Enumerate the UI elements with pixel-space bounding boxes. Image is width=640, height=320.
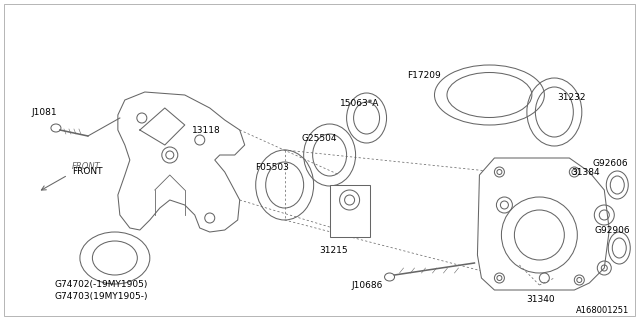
Text: G92906: G92906	[595, 226, 630, 235]
Text: F17209: F17209	[408, 70, 441, 79]
Text: G74703(19MY1905-): G74703(19MY1905-)	[55, 292, 148, 300]
Text: F05503: F05503	[255, 163, 289, 172]
Text: 13118: 13118	[192, 125, 221, 134]
Bar	[330, 185, 369, 237]
Text: G25504: G25504	[301, 133, 337, 142]
Text: A168001251: A168001251	[576, 306, 629, 315]
Text: FRONT: FRONT	[72, 162, 100, 171]
Text: G74702(-19MY1905): G74702(-19MY1905)	[55, 279, 148, 289]
Text: 31215: 31215	[319, 245, 348, 254]
Polygon shape	[118, 92, 244, 232]
FancyBboxPatch shape	[4, 4, 636, 316]
Text: FRONT: FRONT	[72, 166, 102, 175]
Text: 31232: 31232	[557, 92, 586, 101]
Ellipse shape	[51, 124, 61, 132]
Polygon shape	[477, 158, 609, 290]
Text: 31384: 31384	[572, 167, 600, 177]
Text: 15063*A: 15063*A	[340, 99, 379, 108]
Text: G92606: G92606	[592, 158, 628, 167]
Text: 31340: 31340	[526, 295, 555, 305]
Text: J1081: J1081	[32, 108, 58, 116]
Text: J10686: J10686	[351, 281, 383, 290]
Ellipse shape	[385, 273, 394, 281]
